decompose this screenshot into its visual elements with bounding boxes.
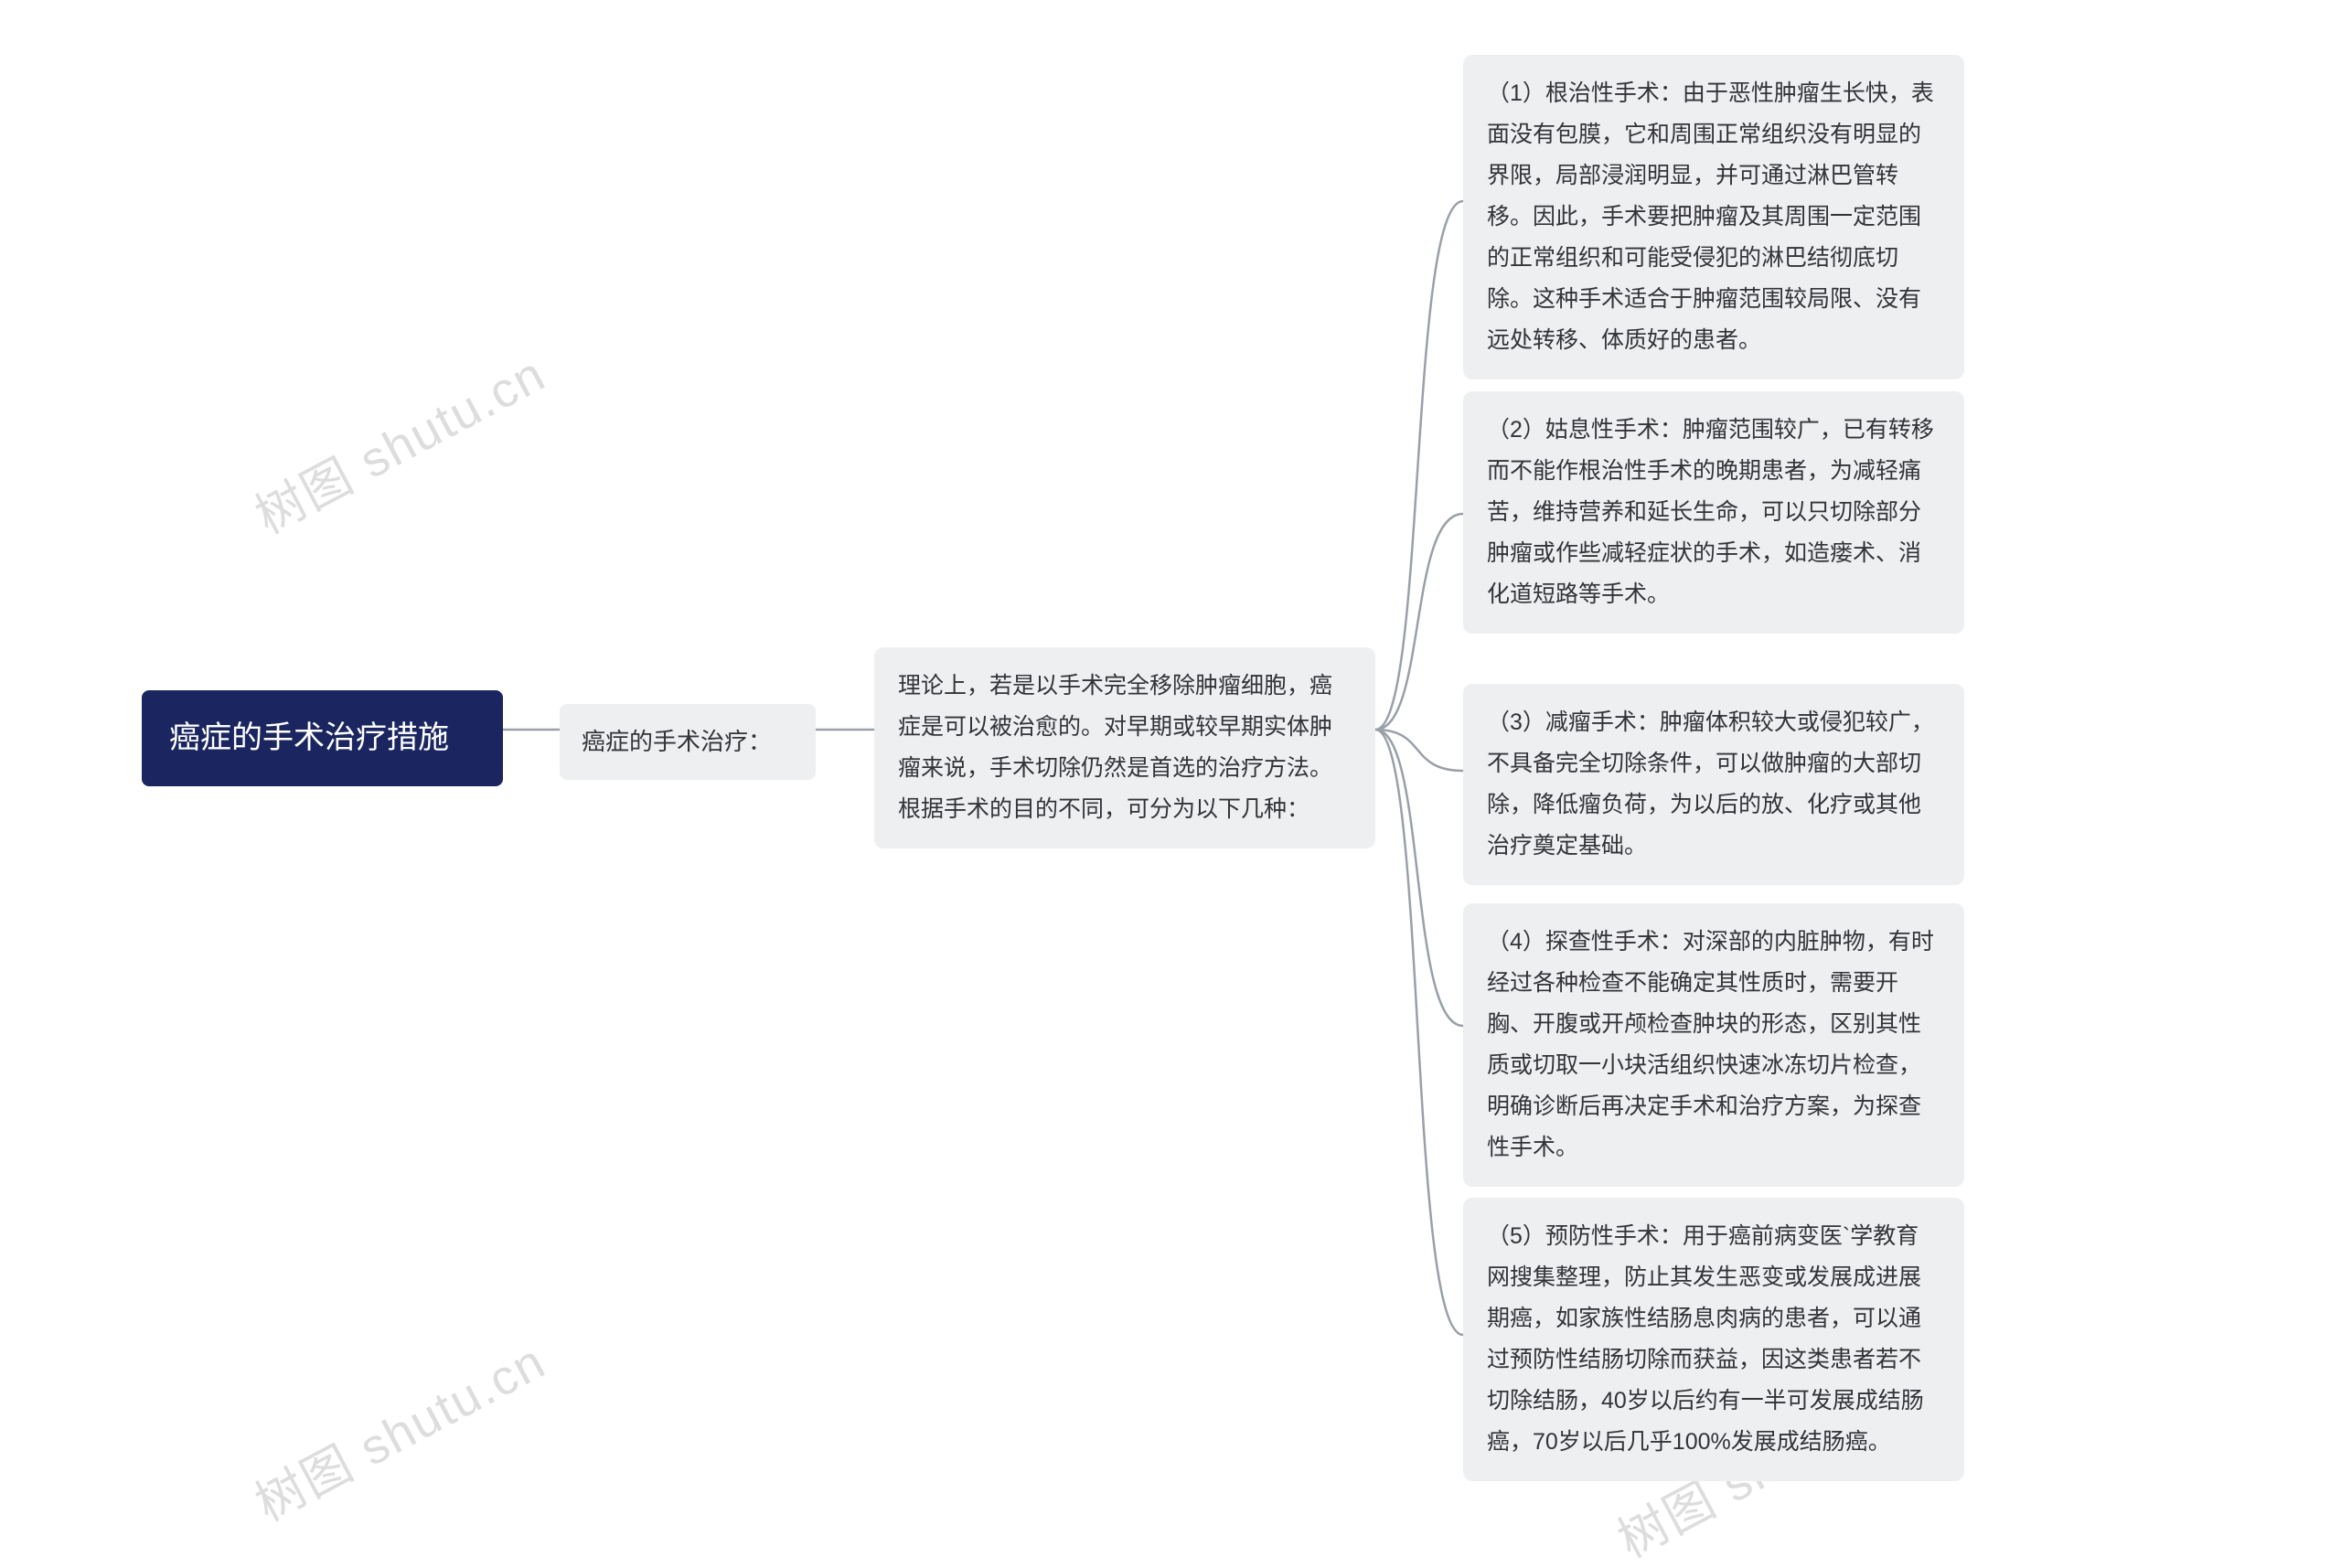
leaf-node-5[interactable]: （5）预防性手术：用于癌前病变医`学教育网搜集整理，防止其发生恶变或发展成进展期… (1463, 1198, 1964, 1481)
connector (1375, 730, 1463, 1026)
watermark: 树图 shutu.cn (241, 1321, 556, 1535)
connector (1375, 730, 1463, 1335)
connector (1375, 514, 1463, 730)
mindmap-canvas: 树图 shutu.cn 树图 shutu.cn 树图 shutu.cn 树图 s… (0, 0, 2341, 1568)
watermark: 树图 shutu.cn (241, 334, 556, 548)
leaf-node-2[interactable]: （2）姑息性手术：肿瘤范围较广，已有转移而不能作根治性手术的晚期患者，为减轻痛苦… (1463, 391, 1964, 634)
root-node[interactable]: 癌症的手术治疗措施 (142, 690, 503, 786)
branch-node-level1[interactable]: 癌症的手术治疗： (560, 704, 816, 780)
connector (1375, 730, 1463, 771)
connector (1375, 201, 1463, 730)
leaf-node-3[interactable]: （3）减瘤手术：肿瘤体积较大或侵犯较广，不具备完全切除条件，可以做肿瘤的大部切除… (1463, 684, 1964, 885)
leaf-node-1[interactable]: （1）根治性手术：由于恶性肿瘤生长快，表面没有包膜，它和周围正常组织没有明显的界… (1463, 55, 1964, 379)
branch-node-level2[interactable]: 理论上，若是以手术完全移除肿瘤细胞，癌症是可以被治愈的。对早期或较早期实体肿瘤来… (874, 647, 1375, 848)
leaf-node-4[interactable]: （4）探查性手术：对深部的内脏肿物，有时经过各种检查不能确定其性质时，需要开胸、… (1463, 903, 1964, 1187)
